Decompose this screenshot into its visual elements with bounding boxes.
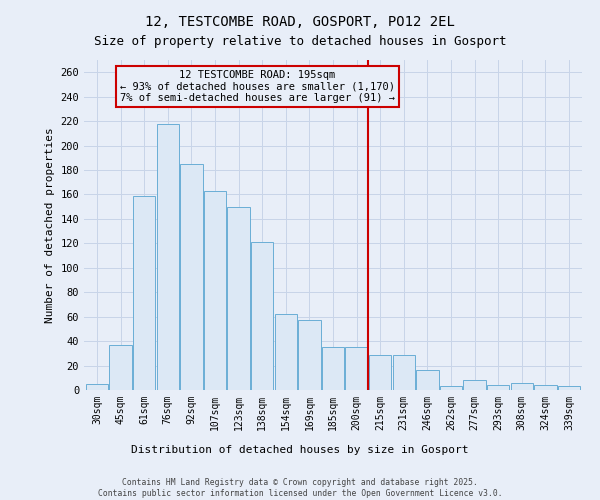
Bar xyxy=(534,385,557,390)
Bar xyxy=(180,164,203,390)
Bar xyxy=(369,354,391,390)
Text: 12 TESTCOMBE ROAD: 195sqm
← 93% of detached houses are smaller (1,170)
7% of sem: 12 TESTCOMBE ROAD: 195sqm ← 93% of detac… xyxy=(120,70,395,103)
Bar xyxy=(275,314,297,390)
Bar xyxy=(251,242,274,390)
Y-axis label: Number of detached properties: Number of detached properties xyxy=(45,127,55,323)
Text: Distribution of detached houses by size in Gosport: Distribution of detached houses by size … xyxy=(131,445,469,455)
Text: 12, TESTCOMBE ROAD, GOSPORT, PO12 2EL: 12, TESTCOMBE ROAD, GOSPORT, PO12 2EL xyxy=(145,15,455,29)
Bar xyxy=(346,347,368,390)
Bar xyxy=(558,386,580,390)
Bar xyxy=(322,347,344,390)
Bar xyxy=(157,124,179,390)
Text: Contains HM Land Registry data © Crown copyright and database right 2025.
Contai: Contains HM Land Registry data © Crown c… xyxy=(98,478,502,498)
Bar xyxy=(440,386,462,390)
Text: Size of property relative to detached houses in Gosport: Size of property relative to detached ho… xyxy=(94,35,506,48)
Bar xyxy=(298,320,320,390)
Bar xyxy=(392,354,415,390)
Bar xyxy=(487,385,509,390)
Bar xyxy=(133,196,155,390)
Bar xyxy=(416,370,439,390)
Bar xyxy=(463,380,486,390)
Bar xyxy=(204,191,226,390)
Bar xyxy=(109,345,132,390)
Bar xyxy=(511,382,533,390)
Bar xyxy=(86,384,108,390)
Bar xyxy=(227,206,250,390)
